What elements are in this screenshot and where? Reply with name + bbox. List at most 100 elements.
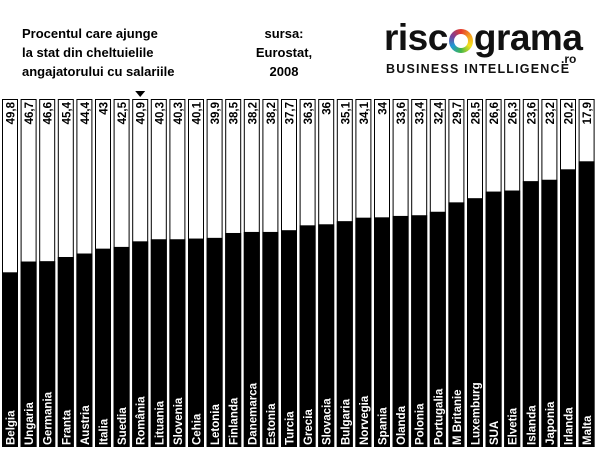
bar bbox=[392, 215, 409, 447]
category-label: Germania bbox=[43, 391, 55, 445]
bar bbox=[113, 246, 130, 447]
value-label: 46,6 bbox=[43, 102, 55, 124]
category-label: Letonia bbox=[210, 404, 222, 445]
category-label: Grecia bbox=[303, 409, 315, 445]
chart-title-line: Procentul care ajunge bbox=[22, 26, 158, 41]
bar bbox=[355, 217, 372, 447]
bar bbox=[467, 198, 483, 447]
value-label: 40,3 bbox=[154, 102, 166, 124]
category-label: Olanda bbox=[396, 405, 408, 445]
bar bbox=[95, 248, 111, 447]
bar bbox=[541, 179, 558, 447]
value-label: 38,2 bbox=[247, 102, 259, 124]
value-label: 32,4 bbox=[433, 101, 445, 124]
chart-title: Procentul care ajunge la stat din cheltu… bbox=[22, 24, 237, 81]
category-label: Finlanda bbox=[229, 397, 241, 445]
value-label: 33,4 bbox=[415, 101, 427, 124]
category-label: Danemarca bbox=[247, 382, 259, 445]
category-label: România bbox=[136, 396, 148, 445]
category-label: Bulgaria bbox=[340, 398, 352, 445]
category-label: Irlanda bbox=[564, 407, 576, 445]
category-label: Suedia bbox=[117, 407, 129, 445]
bar bbox=[299, 225, 316, 447]
category-label: Lituania bbox=[154, 400, 166, 445]
value-label: 43 bbox=[99, 102, 111, 115]
source-line: sursa: bbox=[264, 26, 304, 41]
bar bbox=[132, 241, 149, 447]
bar bbox=[76, 253, 93, 447]
logo-tagline: BUSINESS INTELLIGENCE bbox=[386, 62, 571, 76]
bar bbox=[243, 231, 260, 447]
value-label: 17,9 bbox=[582, 102, 594, 124]
category-label: Islanda bbox=[526, 405, 538, 445]
bar bbox=[578, 161, 595, 448]
value-label: 26,6 bbox=[489, 102, 501, 124]
value-label: 36,3 bbox=[303, 102, 315, 124]
bar bbox=[411, 215, 428, 447]
riscograma-logo: risc grama .ro BUSINESS INTELLIGENCE bbox=[384, 18, 584, 80]
category-label: Luxemburg bbox=[471, 382, 483, 445]
bar bbox=[522, 181, 539, 448]
category-label: Cehia bbox=[192, 413, 204, 445]
bar bbox=[225, 232, 242, 447]
value-label: 28,5 bbox=[471, 101, 483, 124]
bar bbox=[39, 261, 56, 447]
value-label: 35,1 bbox=[340, 101, 352, 124]
value-label: 37,7 bbox=[285, 102, 297, 124]
logo-word-post: grama bbox=[473, 17, 583, 58]
category-label: Portugalia bbox=[433, 388, 445, 445]
bar bbox=[281, 230, 297, 447]
bar bbox=[448, 202, 465, 447]
category-label: Norvegia bbox=[359, 395, 371, 445]
value-label: 23,6 bbox=[526, 102, 538, 124]
bar bbox=[150, 239, 167, 447]
bar bbox=[20, 261, 37, 447]
bar bbox=[429, 211, 446, 447]
logo-tld: .ro bbox=[561, 52, 577, 66]
chart-title-line: angajatorului cu salariile bbox=[22, 64, 175, 79]
value-label: 29,7 bbox=[452, 102, 464, 124]
category-label: Slovacia bbox=[322, 398, 334, 445]
value-label: 44,4 bbox=[80, 101, 92, 124]
bar bbox=[262, 231, 279, 447]
category-label: Ungaria bbox=[24, 402, 36, 445]
category-label: Slovenia bbox=[173, 397, 185, 445]
value-label: 26,3 bbox=[508, 102, 520, 124]
source-note: sursa: Eurostat, 2008 bbox=[236, 24, 332, 81]
value-label: 46,7 bbox=[24, 102, 36, 124]
value-label: 49,8 bbox=[6, 101, 18, 124]
value-label: 38,5 bbox=[229, 101, 241, 124]
value-label: 34,1 bbox=[359, 101, 371, 124]
value-label: 38,2 bbox=[266, 102, 278, 124]
category-label: Japonia bbox=[545, 401, 557, 445]
bar bbox=[2, 272, 18, 447]
logo-word-pre: risc bbox=[384, 17, 448, 58]
bar bbox=[336, 221, 353, 447]
chart-title-line: la stat din cheltuielile bbox=[22, 45, 154, 60]
bar bbox=[504, 190, 521, 448]
value-label: 33,6 bbox=[396, 102, 408, 124]
category-label: Italia bbox=[99, 418, 111, 445]
bar bbox=[374, 217, 390, 447]
category-label: Turcia bbox=[285, 411, 297, 445]
value-label: 45,4 bbox=[61, 101, 73, 124]
category-label: SUA bbox=[489, 421, 501, 445]
bar bbox=[57, 256, 74, 447]
value-label: 36 bbox=[322, 102, 334, 115]
category-label: Franta bbox=[61, 409, 73, 445]
bar bbox=[188, 238, 204, 447]
bar bbox=[169, 239, 186, 447]
category-label: Estonia bbox=[266, 403, 278, 445]
source-line: 2008 bbox=[269, 64, 299, 79]
logo-wordmark: risc grama bbox=[384, 17, 583, 58]
source-line: Eurostat, bbox=[255, 45, 313, 60]
bar bbox=[485, 191, 502, 447]
logo-ring-icon bbox=[449, 29, 473, 53]
value-label: 34 bbox=[378, 101, 390, 114]
value-label: 40,3 bbox=[173, 102, 185, 124]
bar bbox=[560, 169, 576, 447]
value-label: 39,9 bbox=[210, 102, 222, 124]
marker-triangle-icon bbox=[135, 91, 146, 97]
category-label: Elvetia bbox=[508, 407, 520, 445]
